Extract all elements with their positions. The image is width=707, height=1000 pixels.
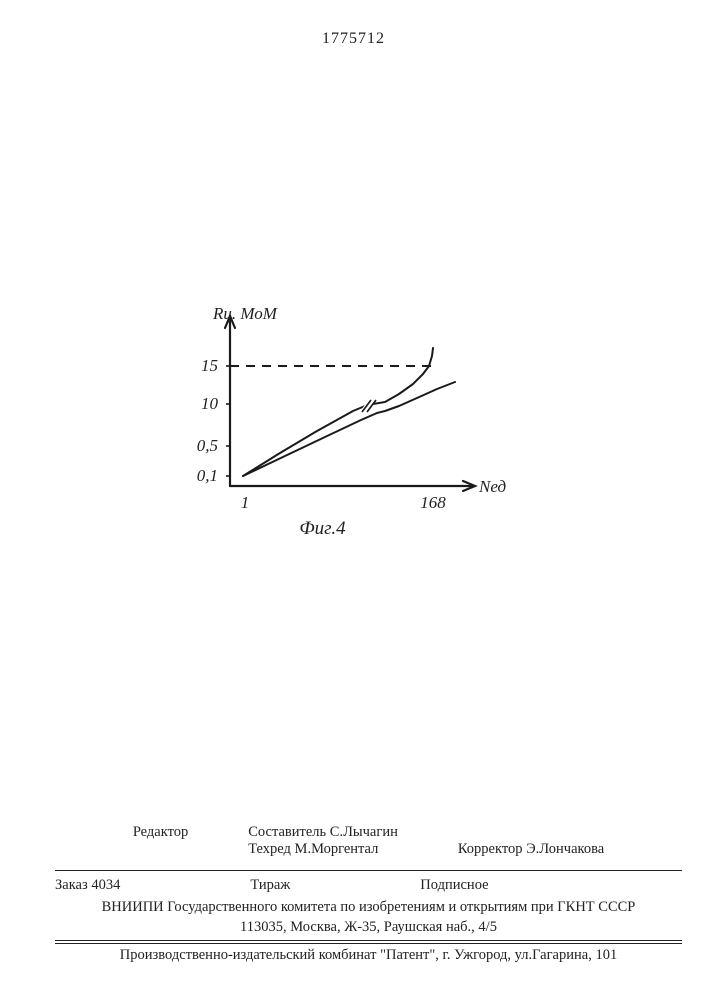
svg-text:Rц. МоМ: Rц. МоМ [212,304,278,323]
svg-text:Фиг.4: Фиг.4 [299,518,346,539]
svg-text:168: 168 [420,493,446,512]
tech-editor: Техред М.Моргентал [248,841,398,858]
divider-1 [55,870,682,871]
svg-text:15: 15 [201,356,218,375]
svg-text:1: 1 [241,493,250,512]
print-line: Производственно-издательский комбинат "П… [120,947,617,963]
figure-4-chart: 0,10,510151168Rц. МоМNедФиг.4 [185,306,495,531]
svg-text:0,1: 0,1 [197,466,218,485]
institute-line-2: 113035, Москва, Ж-35, Раушская наб., 4/5 [55,918,682,938]
print-line-block: Производственно-издательский комбинат "П… [55,940,682,964]
svg-text:0,5: 0,5 [197,436,218,455]
editor-label: Редактор [133,824,188,858]
credits-middle: Составитель С.Лычагин Техред М.Моргентал [248,824,398,858]
order-row: Заказ 4034 Тираж Подписное [55,873,682,896]
compiler: Составитель С.Лычагин [248,824,398,841]
institute-line-1: ВНИИПИ Государственного комитета по изоб… [55,898,682,918]
tirazh-label: Тираж [250,877,290,894]
svg-text:Nед: Nед [478,477,506,496]
divider-3 [55,940,682,941]
corrector: Корректор Э.Лончакова [458,841,604,858]
svg-text:10: 10 [201,394,219,413]
subscription-label: Подписное [420,877,488,894]
credits-row: Редактор Составитель С.Лычагин Техред М.… [55,820,682,868]
page-number: 1775712 [0,30,707,48]
institute-lines: ВНИИПИ Государственного комитета по изоб… [55,896,682,937]
chart-svg: 0,10,510151168Rц. МоМNедФиг.4 [185,306,495,564]
order-number: Заказ 4034 [55,877,120,894]
footer-block: Редактор Составитель С.Лычагин Техред М.… [55,820,682,946]
